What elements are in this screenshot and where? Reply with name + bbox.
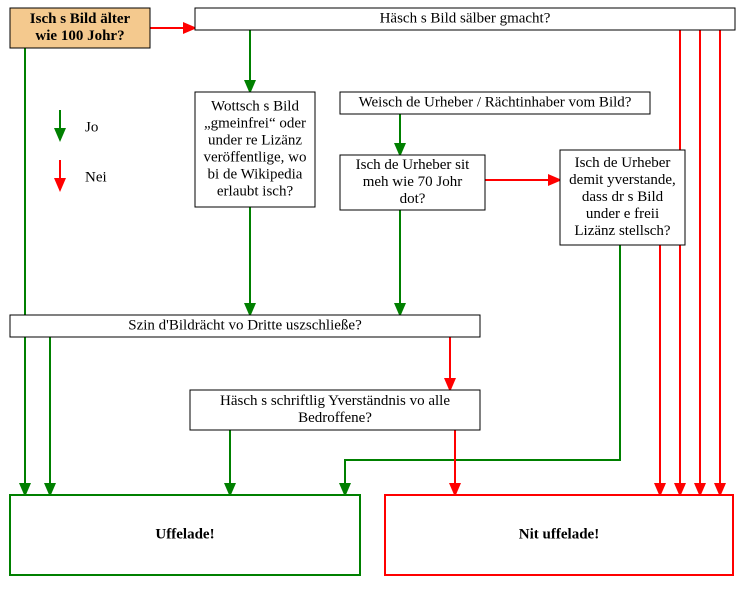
node-label: Weisch de Urheber / Rächtinhaber vom Bil… xyxy=(359,94,632,110)
node-q8: Häsch s schriftlig Yverständnis vo alleB… xyxy=(190,390,480,430)
node-label: under e freii xyxy=(586,206,659,222)
node-label: dot? xyxy=(400,191,426,207)
node-label: Nit uffelade! xyxy=(519,526,599,542)
node-label: Szin d'Bildrächt vo Dritte uszschließe? xyxy=(128,317,362,333)
node-q5: Isch de Urheber sitmeh wie 70 Johrdot? xyxy=(340,155,485,210)
node-label: bi de Wikipedia xyxy=(208,166,303,182)
legend-label: Nei xyxy=(85,169,107,185)
node-no_upload: Nit uffelade! xyxy=(385,495,733,575)
node-label: demit yverstande, xyxy=(569,172,676,188)
node-upload: Uffelade! xyxy=(10,495,360,575)
node-q1: Isch s Bild älterwie 100 Johr? xyxy=(10,8,150,48)
node-label: Häsch s schriftlig Yverständnis vo alle xyxy=(220,393,450,409)
legend: Jo Nei xyxy=(60,110,107,190)
node-label: under re Lizänz xyxy=(208,132,302,148)
flowchart-canvas: Isch s Bild älterwie 100 Johr? Häsch s Bi… xyxy=(0,0,741,591)
node-q7: Szin d'Bildrächt vo Dritte uszschließe? xyxy=(10,315,480,337)
nodes-layer: Isch s Bild älterwie 100 Johr? Häsch s Bi… xyxy=(10,8,735,575)
node-label: veröffentlige, wo xyxy=(203,149,306,165)
node-label: „gmeinfrei“ oder xyxy=(204,115,306,131)
node-label: erlaubt isch? xyxy=(217,183,294,199)
node-label: Isch s Bild älter xyxy=(30,11,131,27)
node-label: dass dr s Bild xyxy=(582,189,664,205)
node-label: Isch de Urheber sit xyxy=(356,157,471,173)
node-label: meh wie 70 Johr xyxy=(363,174,463,190)
node-label: Lizänz stellsch? xyxy=(574,223,671,239)
node-q4: Weisch de Urheber / Rächtinhaber vom Bil… xyxy=(340,92,650,114)
node-q2: Häsch s Bild sälber gmacht? xyxy=(195,8,735,30)
node-label: Isch de Urheber xyxy=(575,155,671,171)
node-label: Häsch s Bild sälber gmacht? xyxy=(380,10,551,26)
node-label: Wottsch s Bild xyxy=(211,98,299,114)
node-label: Bedroffene? xyxy=(298,410,372,426)
node-label: wie 100 Johr? xyxy=(35,28,124,44)
legend-label: Jo xyxy=(85,119,98,135)
node-q3: Wottsch s Bild„gmeinfrei“ oderunder re L… xyxy=(195,92,315,207)
node-q6: Isch de Urheberdemit yverstande,dass dr … xyxy=(560,150,685,245)
edge-yes xyxy=(345,245,620,495)
node-label: Uffelade! xyxy=(155,526,214,542)
